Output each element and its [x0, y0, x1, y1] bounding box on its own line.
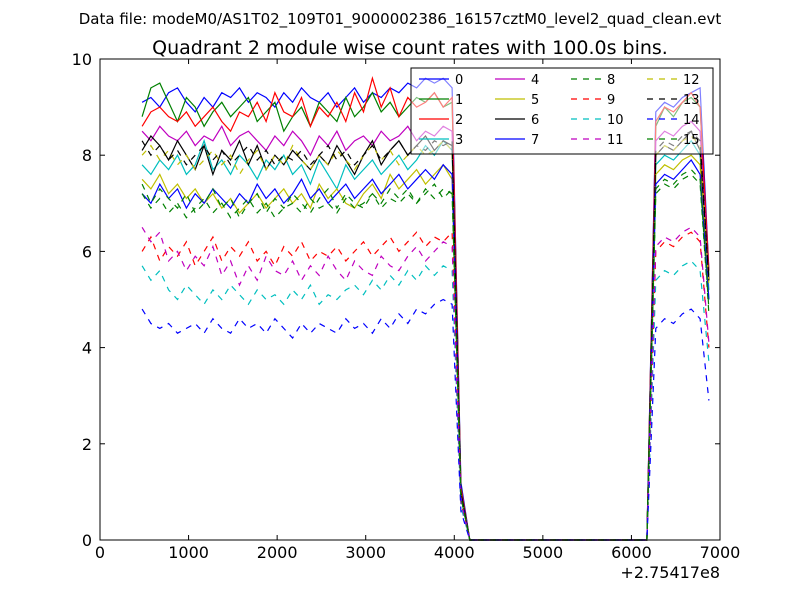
- legend-label-11: 11: [607, 133, 624, 148]
- y-tick-label: 2: [82, 435, 92, 454]
- y-tick-label: 8: [82, 146, 92, 165]
- x-tick-label: 3000: [345, 543, 386, 562]
- y-tick-label: 10: [72, 50, 92, 69]
- legend-label-4: 4: [531, 73, 539, 88]
- series-line-15: [141, 173, 710, 541]
- legend-label-13: 13: [683, 93, 700, 108]
- y-tick-label: 6: [82, 242, 92, 261]
- x-tick-label: 1000: [168, 543, 209, 562]
- legend-label-10: 10: [607, 113, 624, 128]
- legend-label-14: 14: [683, 113, 700, 128]
- x-tick-label: 7000: [700, 543, 741, 562]
- legend-label-5: 5: [531, 93, 539, 108]
- legend-label-9: 9: [607, 93, 615, 108]
- series-line-12: [141, 135, 710, 541]
- legend-label-8: 8: [607, 73, 615, 88]
- x-tick-label: 2000: [257, 543, 298, 562]
- series-line-3: [141, 138, 710, 541]
- legend-label-3: 3: [455, 133, 463, 148]
- legend-label-0: 0: [455, 73, 463, 88]
- series-line-9: [141, 230, 710, 541]
- series-line-14: [141, 298, 710, 541]
- series-line-13: [141, 130, 710, 541]
- legend-label-1: 1: [455, 93, 463, 108]
- legend-label-7: 7: [531, 133, 539, 148]
- chart-title: Quadrant 2 module wise count rates with …: [152, 37, 668, 59]
- series-line-8: [141, 168, 710, 541]
- y-tick-label: 4: [82, 339, 92, 358]
- x-tick-label: 4000: [434, 543, 475, 562]
- x-tick-label: 6000: [611, 543, 652, 562]
- series-line-7: [141, 159, 710, 541]
- legend-label-2: 2: [455, 113, 463, 128]
- x-tick-label: 0: [95, 543, 105, 562]
- legend-box: [410, 67, 714, 155]
- legend-label-12: 12: [683, 73, 700, 88]
- series-line-10: [141, 260, 710, 541]
- series-line-6: [141, 130, 710, 541]
- series-line-11: [141, 226, 710, 541]
- legend-label-6: 6: [531, 113, 539, 128]
- legend-label-15: 15: [683, 133, 700, 148]
- series-line-5: [141, 154, 710, 541]
- data-file-label: Data file: modeM0/AS1T02_109T01_90000023…: [79, 10, 722, 29]
- x-tick-label: 5000: [522, 543, 563, 562]
- y-tick-label: 0: [82, 531, 92, 550]
- x-offset-label: +2.75417e8: [620, 563, 720, 582]
- axes-frame: [99, 58, 721, 541]
